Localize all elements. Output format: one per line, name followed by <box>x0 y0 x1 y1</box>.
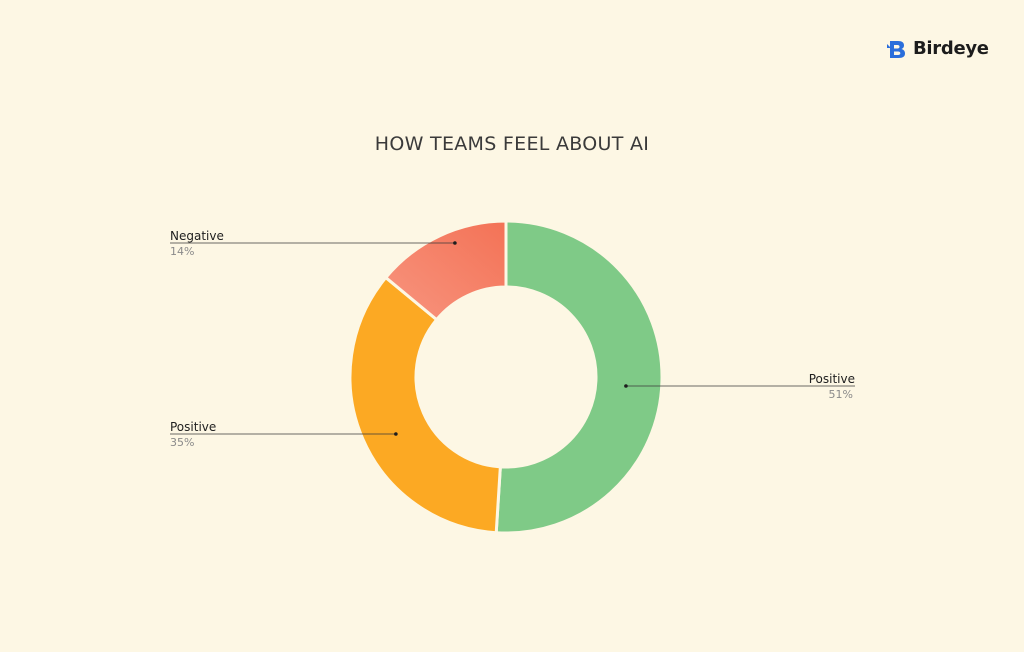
chart-title: HOW TEAMS FEEL ABOUT AI <box>374 133 650 155</box>
slice-label-1: Positive <box>170 420 216 434</box>
slice-negative-14 <box>383 219 508 322</box>
slice-value-2: 14% <box>170 245 194 258</box>
brand-logo: Birdeye <box>887 38 989 59</box>
leader-dot-0 <box>624 384 628 388</box>
birdeye-logo-icon <box>887 40 905 58</box>
slice-value-0: 51% <box>829 388 853 401</box>
slice-positive-35 <box>348 275 502 535</box>
brand-name: Birdeye <box>913 38 989 59</box>
slice-label-0: Positive <box>809 372 855 386</box>
slice-label-2: Negative <box>170 229 224 243</box>
slice-positive-51 <box>494 219 664 535</box>
leader-dot-1 <box>394 432 398 436</box>
slice-value-1: 35% <box>170 436 194 449</box>
leader-dot-2 <box>453 241 457 245</box>
